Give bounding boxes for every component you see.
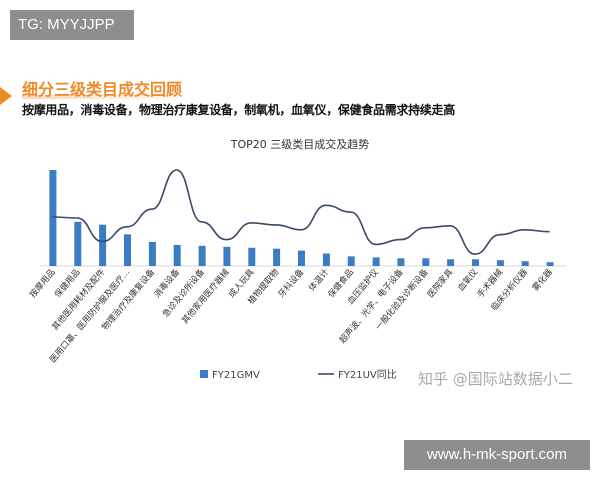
- bar-16: [422, 258, 430, 266]
- chart-title: TOP20 三级类目成交及趋势: [230, 137, 370, 151]
- bar-21: [546, 262, 554, 266]
- tg-tag: TG: MYYJJPP: [10, 10, 134, 40]
- legend-label-fy21gmv: FY21GMV: [212, 370, 260, 381]
- bar-12: [322, 253, 330, 266]
- x-tick-label: 医院家具: [425, 266, 456, 299]
- x-tick-label: 体温计: [306, 266, 331, 293]
- bar-11: [298, 250, 305, 266]
- bar-14: [372, 257, 380, 266]
- section-marker-icon: [0, 87, 12, 105]
- watermark: 知乎 @国际站数据小二: [418, 370, 573, 388]
- bar-2: [74, 221, 82, 266]
- x-tick-label: 血氧仪: [455, 266, 480, 293]
- legend-label-fy21uv: FY21UV同比: [338, 369, 397, 381]
- legend: FY21GMV FY21UV同比: [200, 369, 397, 381]
- bar-7: [198, 245, 206, 266]
- legend-swatch-bar: [200, 370, 208, 378]
- bar-6: [173, 244, 181, 266]
- bar-3: [99, 224, 107, 266]
- bar-13: [347, 256, 355, 266]
- bar-9: [248, 247, 256, 266]
- bar-20: [521, 261, 529, 266]
- x-tick-label: 牙科设备: [276, 266, 307, 299]
- bar-17: [447, 259, 455, 266]
- x-tick-label: 雾化器: [530, 266, 555, 293]
- bar-18: [472, 259, 479, 266]
- bar-5: [148, 242, 156, 266]
- site-banner: www.h-mk-sport.com: [404, 440, 590, 470]
- title-underline: [22, 95, 192, 99]
- bar-8: [223, 246, 231, 266]
- series-line-fy21uv: [52, 169, 550, 256]
- section-title: 细分三级类目成交回顾: [22, 80, 183, 99]
- bar-10: [273, 248, 281, 266]
- bar-15: [397, 258, 405, 266]
- bar-4: [124, 234, 131, 266]
- section-subtitle: 按摩用品，消毒设备，物理治疗康复设备，制氧机，血氧仪，保健食品需求持续走高: [22, 103, 455, 117]
- bar-1: [49, 170, 57, 266]
- bar-19: [496, 260, 504, 266]
- x-tick-label: 按摩用品: [27, 267, 57, 300]
